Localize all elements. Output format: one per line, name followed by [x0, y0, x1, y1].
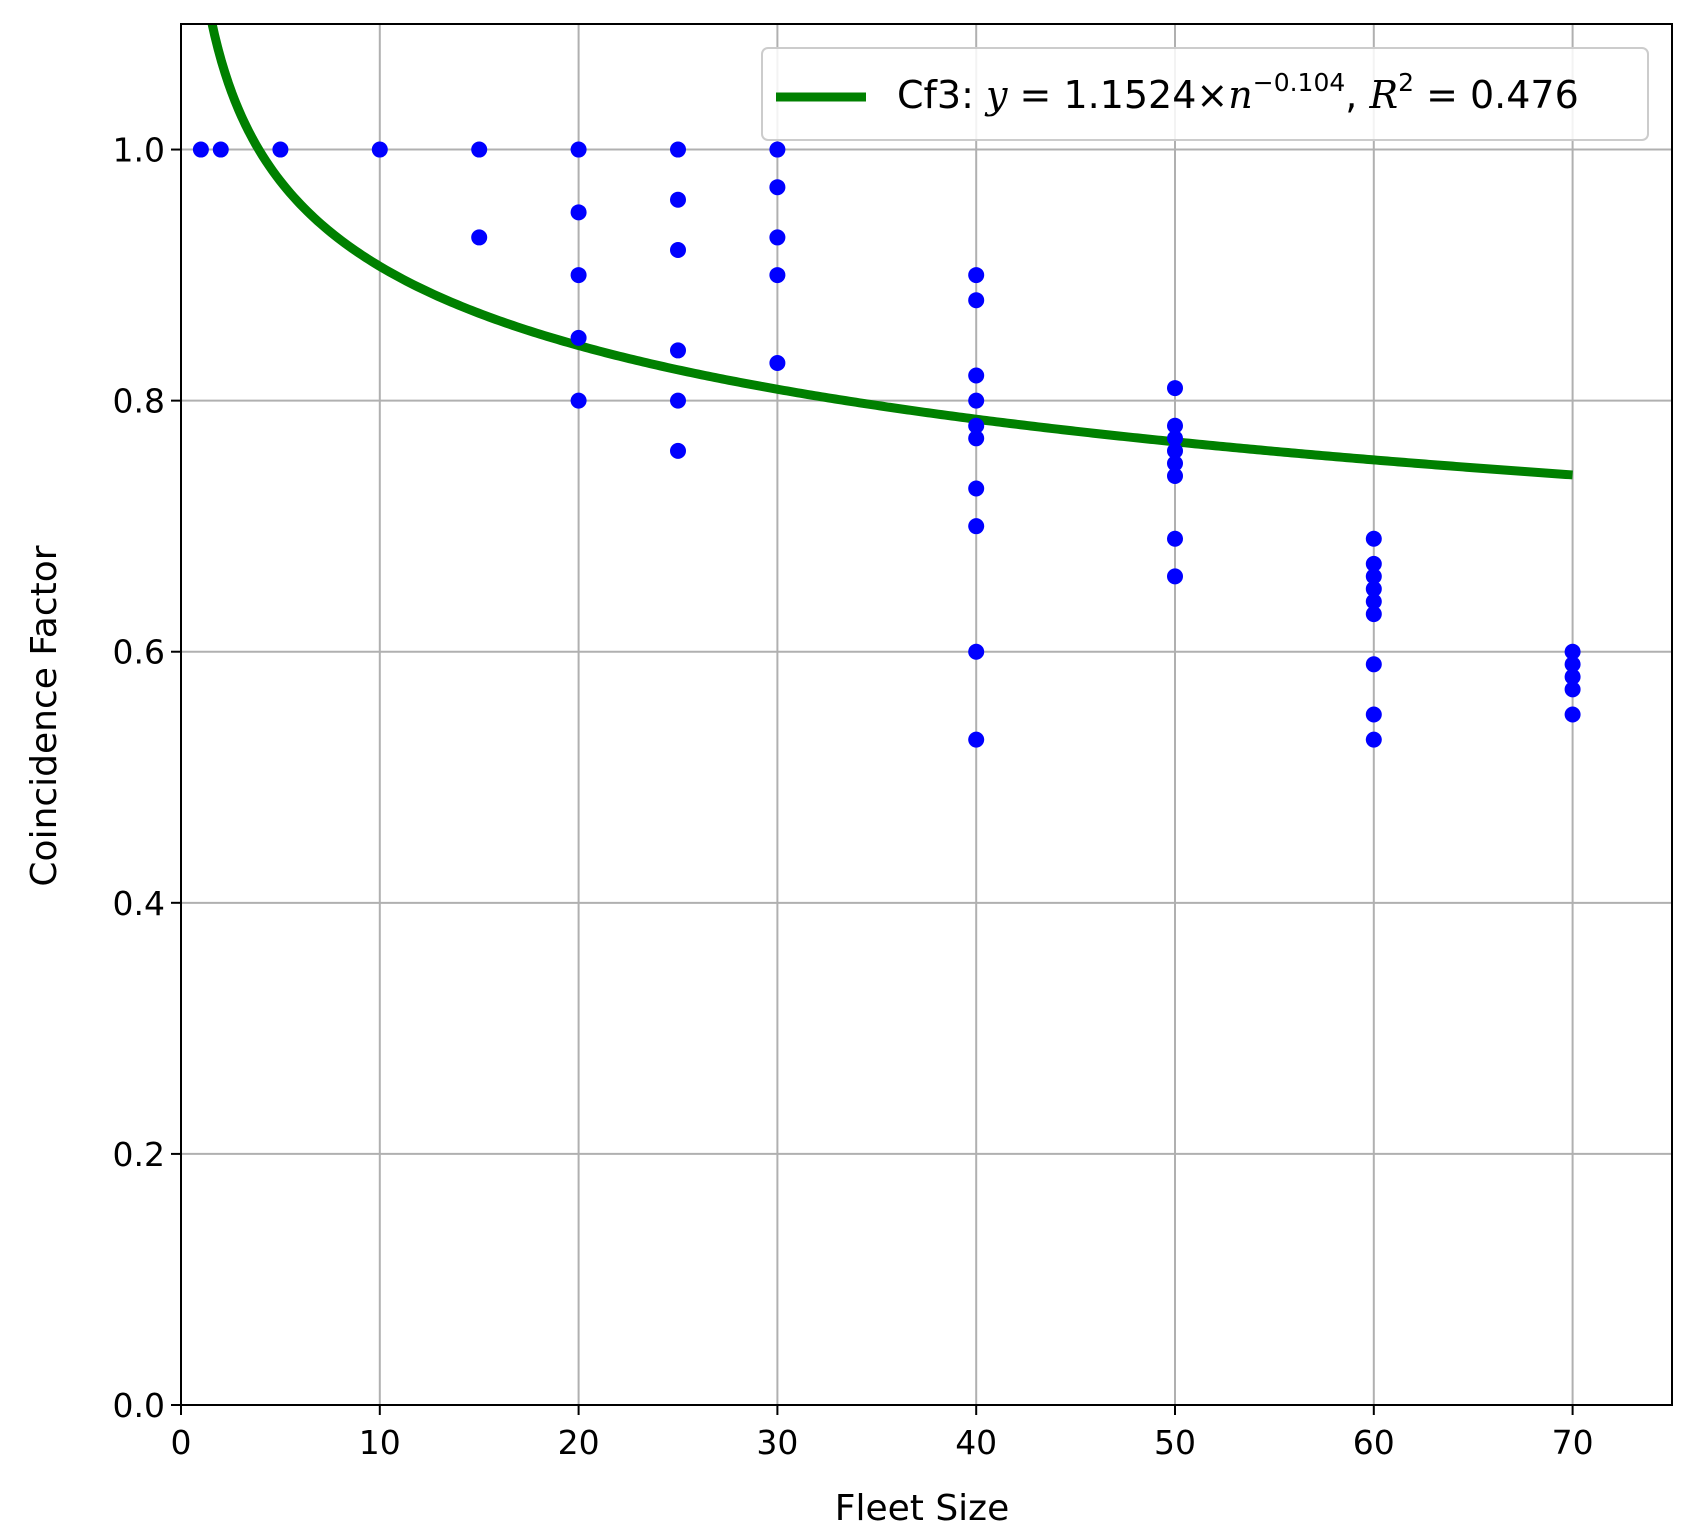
legend: Cf3: y = 1.1524×n−0.104, R2 = 0.476 — [761, 47, 1649, 141]
fit-curve — [207, 24, 1574, 480]
data-point — [1167, 467, 1183, 484]
y-tick-label: 0.2 — [113, 1135, 165, 1174]
y-tick-label: 0.4 — [113, 884, 165, 923]
data-point — [968, 292, 985, 309]
legend-fit-label: Cf3: y = 1.1524×n−0.104, R2 = 0.476 — [897, 68, 1579, 117]
scatter-points — [192, 141, 1581, 748]
data-point — [371, 141, 388, 158]
data-point — [1167, 530, 1183, 547]
fit-line-layer — [207, 24, 1574, 480]
data-point — [670, 442, 686, 459]
legend-r2-exp: 2 — [1398, 68, 1414, 97]
data-point — [1365, 580, 1382, 597]
tick-labels: 0 10 20 30 40 50 60 70 0.0 0.2 0.4 0.6 0.8 1.0 — [113, 131, 1594, 1462]
data-point — [670, 141, 686, 158]
x-tick-label: 20 — [558, 1423, 600, 1462]
data-point — [769, 267, 786, 284]
x-axis-label: Fleet Size — [835, 1488, 1009, 1529]
y-tick-label: 1.0 — [113, 131, 165, 170]
grid — [180, 24, 1672, 1406]
data-point — [570, 141, 587, 158]
data-point — [1365, 568, 1382, 585]
data-point — [1365, 606, 1382, 623]
data-point — [1365, 706, 1382, 723]
data-point — [1365, 593, 1382, 610]
data-point — [1564, 656, 1581, 673]
data-point — [1365, 555, 1382, 572]
x-tick-label: 30 — [756, 1423, 798, 1462]
y-tick-label: 0.6 — [113, 633, 165, 672]
legend-r2-symbol: R — [1368, 73, 1398, 117]
data-point — [1564, 668, 1581, 685]
data-point — [968, 518, 985, 535]
data-point — [968, 267, 985, 284]
legend-box — [761, 47, 1649, 141]
data-point — [968, 367, 985, 384]
data-point — [272, 141, 289, 158]
data-point — [769, 354, 786, 371]
data-point — [968, 480, 985, 497]
data-point — [192, 141, 209, 158]
legend-name: Cf3: — [897, 73, 974, 117]
data-point — [670, 392, 686, 409]
data-point — [570, 329, 587, 346]
data-point — [1564, 643, 1581, 660]
legend-eq-lhs: y — [984, 73, 1008, 117]
x-tick-label: 40 — [955, 1423, 997, 1462]
data-point — [570, 204, 587, 221]
data-point — [1365, 731, 1382, 748]
data-point — [769, 179, 786, 196]
data-point — [570, 392, 587, 409]
data-point — [670, 191, 686, 208]
x-tick-label: 0 — [171, 1423, 192, 1462]
data-point — [471, 141, 488, 158]
data-point — [968, 417, 985, 434]
x-tick-label: 50 — [1154, 1423, 1196, 1462]
data-point — [1167, 455, 1183, 472]
data-point — [670, 241, 686, 258]
x-tick-label: 70 — [1552, 1423, 1594, 1462]
plot-frame — [180, 23, 1673, 1406]
data-point — [670, 342, 686, 359]
y-tick-label: 0.0 — [113, 1386, 165, 1425]
legend-eq-base: n — [1228, 73, 1252, 117]
data-point — [1564, 706, 1581, 723]
data-point — [1167, 380, 1183, 397]
data-point — [1167, 568, 1183, 585]
x-tick-label: 60 — [1353, 1423, 1395, 1462]
data-point — [1167, 430, 1183, 447]
data-point — [471, 229, 488, 246]
data-point — [968, 643, 985, 660]
ticks — [171, 148, 1574, 1415]
data-point — [1365, 656, 1382, 673]
data-point — [1564, 681, 1581, 698]
data-point — [968, 392, 985, 409]
data-point — [212, 141, 229, 158]
legend-eq-exponent: −0.104 — [1253, 68, 1346, 97]
legend-r2-value: = 0.476 — [1414, 73, 1579, 117]
data-point — [769, 141, 786, 158]
y-tick-label: 0.8 — [113, 382, 165, 421]
data-point — [570, 267, 587, 284]
data-point — [769, 229, 786, 246]
x-tick-label: 10 — [359, 1423, 401, 1462]
data-point — [1167, 417, 1183, 434]
data-point — [1365, 530, 1382, 547]
data-point — [1167, 442, 1183, 459]
y-axis-label: Coincidence Factor — [24, 545, 65, 886]
data-point — [968, 430, 985, 447]
data-point — [968, 731, 985, 748]
legend-eq-coef: = 1.1524× — [1007, 73, 1228, 117]
